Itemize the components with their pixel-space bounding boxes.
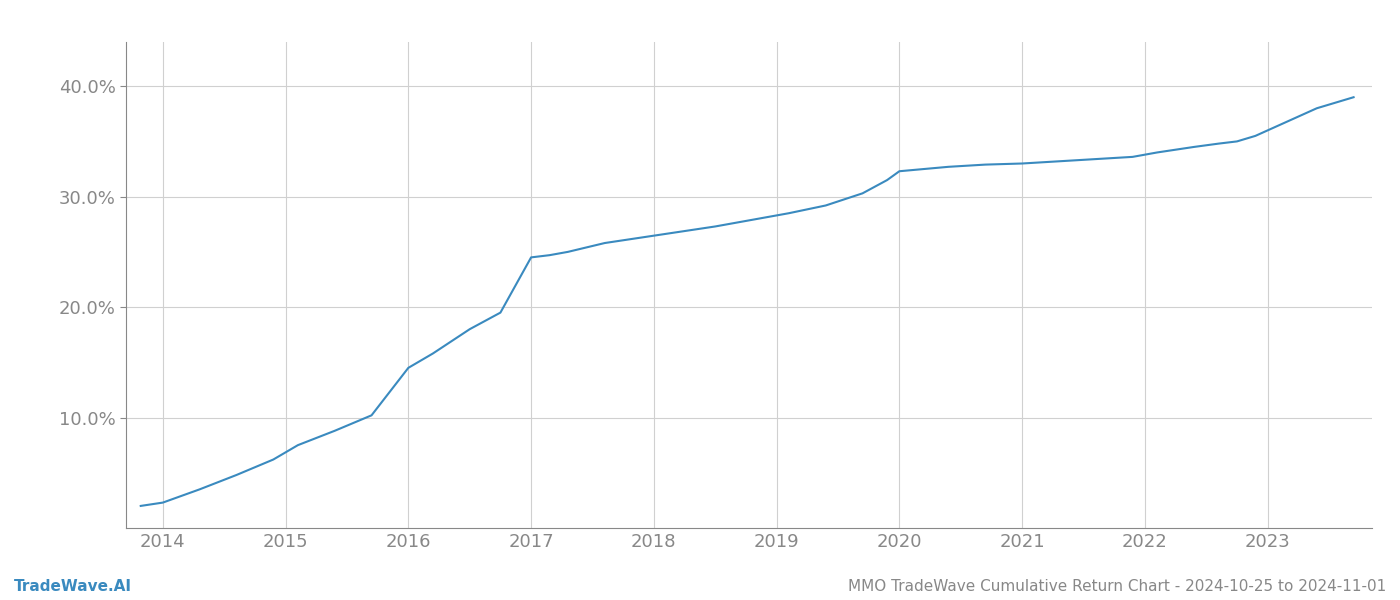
Text: MMO TradeWave Cumulative Return Chart - 2024-10-25 to 2024-11-01: MMO TradeWave Cumulative Return Chart - … bbox=[848, 579, 1386, 594]
Text: TradeWave.AI: TradeWave.AI bbox=[14, 579, 132, 594]
